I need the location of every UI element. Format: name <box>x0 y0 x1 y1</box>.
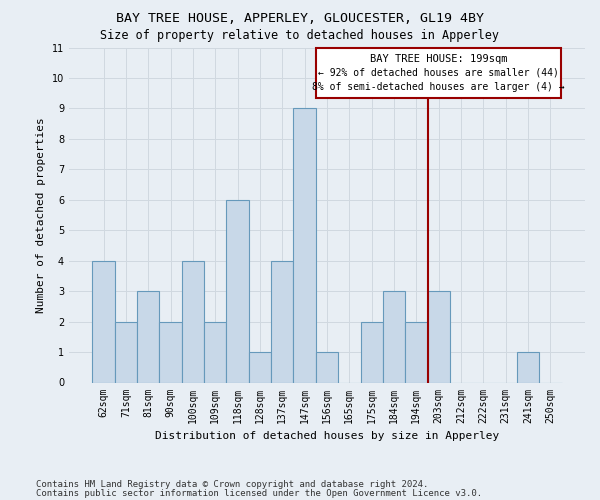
Bar <box>115 322 137 382</box>
Bar <box>405 322 428 382</box>
Bar <box>316 352 338 382</box>
Text: Size of property relative to detached houses in Apperley: Size of property relative to detached ho… <box>101 29 499 42</box>
Bar <box>383 291 405 382</box>
Bar <box>160 322 182 382</box>
X-axis label: Distribution of detached houses by size in Apperley: Distribution of detached houses by size … <box>155 431 499 441</box>
Bar <box>226 200 249 382</box>
Text: BAY TREE HOUSE: 199sqm: BAY TREE HOUSE: 199sqm <box>370 54 508 64</box>
Bar <box>249 352 271 382</box>
Text: 8% of semi-detached houses are larger (4) →: 8% of semi-detached houses are larger (4… <box>313 82 565 92</box>
Bar <box>293 108 316 382</box>
Bar <box>204 322 226 382</box>
Bar <box>137 291 160 382</box>
Bar <box>92 260 115 382</box>
Bar <box>428 291 450 382</box>
Y-axis label: Number of detached properties: Number of detached properties <box>37 117 46 313</box>
FancyBboxPatch shape <box>316 48 561 98</box>
Bar <box>517 352 539 382</box>
Bar <box>361 322 383 382</box>
Bar <box>182 260 204 382</box>
Bar <box>271 260 293 382</box>
Text: BAY TREE HOUSE, APPERLEY, GLOUCESTER, GL19 4BY: BAY TREE HOUSE, APPERLEY, GLOUCESTER, GL… <box>116 12 484 26</box>
Text: ← 92% of detached houses are smaller (44): ← 92% of detached houses are smaller (44… <box>318 68 559 78</box>
Text: Contains HM Land Registry data © Crown copyright and database right 2024.: Contains HM Land Registry data © Crown c… <box>36 480 428 489</box>
Text: Contains public sector information licensed under the Open Government Licence v3: Contains public sector information licen… <box>36 489 482 498</box>
